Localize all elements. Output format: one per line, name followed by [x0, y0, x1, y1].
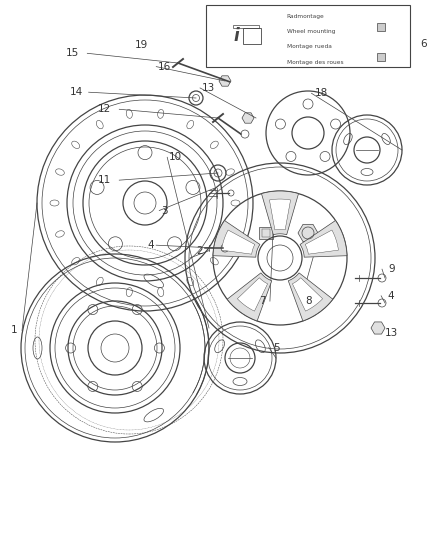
Polygon shape — [213, 221, 260, 257]
Text: i: i — [233, 27, 239, 45]
Bar — [378, 23, 385, 31]
Text: 3: 3 — [161, 206, 168, 215]
Text: 14: 14 — [70, 87, 83, 97]
Text: 9: 9 — [389, 264, 396, 274]
Text: 13: 13 — [201, 83, 215, 93]
Polygon shape — [219, 76, 231, 86]
Text: Wheel mounting: Wheel mounting — [286, 29, 335, 34]
Polygon shape — [222, 230, 255, 254]
Text: Montage des roues: Montage des roues — [286, 60, 343, 64]
Text: 4: 4 — [148, 240, 155, 250]
Bar — [262, 229, 270, 237]
Text: 16: 16 — [158, 62, 171, 71]
Text: 7: 7 — [258, 296, 265, 306]
Bar — [259, 227, 273, 239]
Text: Montage rueda: Montage rueda — [286, 44, 332, 49]
Text: 2: 2 — [196, 246, 203, 255]
Text: Radmontage: Radmontage — [286, 13, 324, 19]
Text: 15: 15 — [66, 49, 79, 58]
Text: 5: 5 — [273, 343, 280, 352]
Polygon shape — [261, 191, 299, 235]
Text: 1: 1 — [11, 326, 18, 335]
Polygon shape — [242, 113, 254, 123]
Polygon shape — [300, 221, 347, 257]
Text: 11: 11 — [98, 175, 111, 185]
Polygon shape — [227, 273, 272, 321]
Text: 4: 4 — [388, 291, 395, 301]
Polygon shape — [298, 224, 318, 241]
Text: 19: 19 — [134, 41, 148, 50]
Text: 8: 8 — [305, 296, 312, 306]
Bar — [233, 25, 259, 28]
Text: 10: 10 — [169, 152, 182, 162]
Text: 6: 6 — [420, 39, 427, 49]
Polygon shape — [305, 230, 339, 254]
Bar — [243, 28, 261, 44]
Polygon shape — [269, 199, 290, 230]
Polygon shape — [293, 278, 323, 311]
Polygon shape — [371, 322, 385, 334]
Text: 13: 13 — [385, 328, 398, 338]
Text: 18: 18 — [315, 88, 328, 98]
Bar — [378, 53, 385, 61]
Polygon shape — [237, 278, 268, 311]
Text: 12: 12 — [98, 104, 111, 114]
Bar — [206, 5, 410, 67]
Polygon shape — [288, 273, 333, 321]
